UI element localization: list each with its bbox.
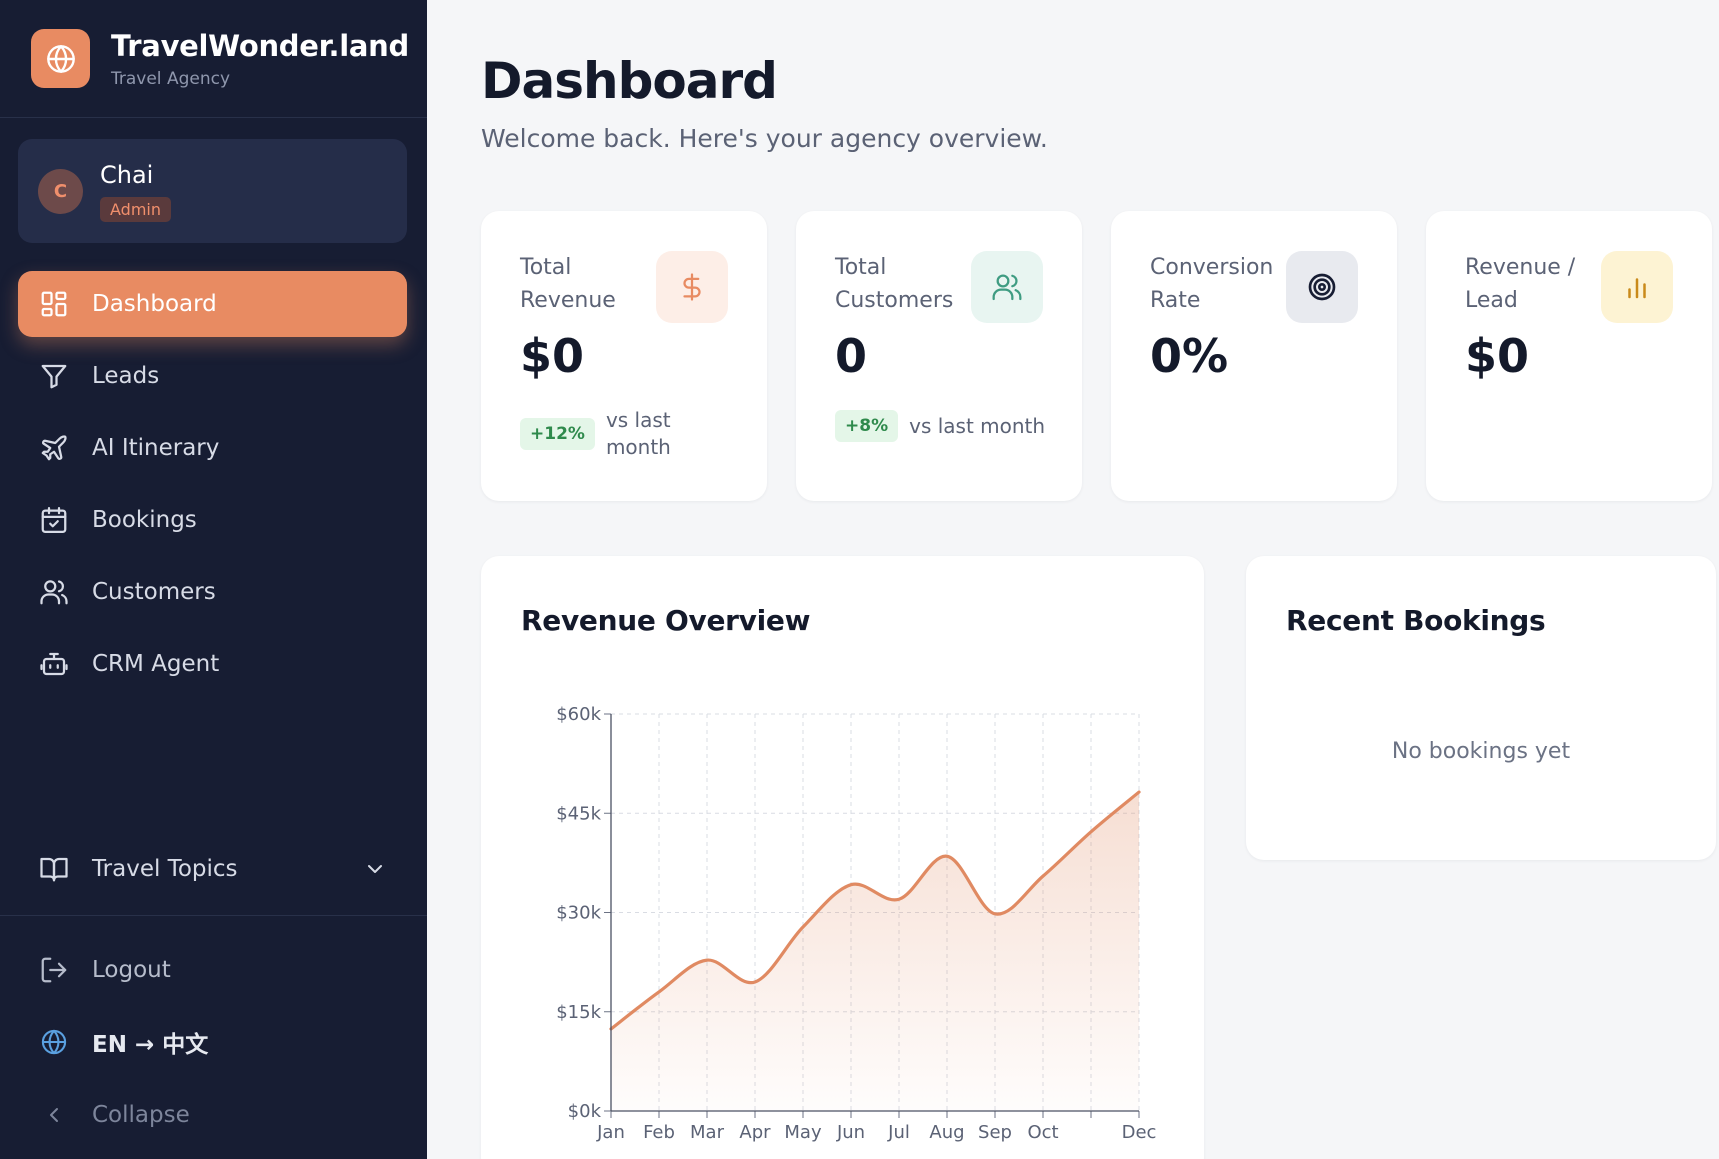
- stat-label: Conversion Rate: [1150, 255, 1274, 313]
- sidebar-item-label: AI Itinerary: [92, 435, 220, 461]
- x-tick-label: Jan: [596, 1122, 625, 1143]
- y-tick-label: $15k: [556, 1002, 601, 1023]
- sidebar-nav: Dashboard Leads AI Itinerary: [18, 271, 407, 703]
- globe-icon: [31, 29, 90, 88]
- sidebar-item-ai-itinerary[interactable]: AI Itinerary: [18, 415, 407, 481]
- trend-text: vs last month: [909, 413, 1046, 438]
- x-tick-label: Apr: [739, 1122, 771, 1143]
- trend: +12% vs last month: [520, 407, 696, 461]
- calendar-check-icon: [38, 504, 70, 536]
- sidebar-item-label: Bookings: [92, 507, 197, 533]
- page-subtitle: Welcome back. Here's your agency overvie…: [481, 124, 1048, 153]
- plane-icon: [38, 432, 70, 464]
- funnel-icon: [38, 360, 70, 392]
- stat-value: 0: [835, 329, 868, 383]
- x-tick-label: May: [784, 1122, 822, 1143]
- stat-card-conversion-rate: Conversion Rate 0%: [1111, 211, 1397, 501]
- main-content: Dashboard Welcome back. Here's your agen…: [427, 0, 1719, 1159]
- role-badge: Admin: [100, 196, 171, 222]
- page-title: Dashboard: [481, 52, 778, 110]
- panel-title: Revenue Overview: [521, 604, 811, 637]
- sidebar-item-label: Leads: [92, 363, 160, 389]
- stat-value: $0: [1465, 329, 1530, 383]
- series-line: [609, 790, 1141, 1031]
- sidebar-item-crm-agent[interactable]: CRM Agent: [18, 631, 407, 697]
- sidebar-item-label: Dashboard: [92, 291, 217, 317]
- trend-badge: +8%: [835, 410, 899, 442]
- x-tick-label: Oct: [1027, 1122, 1058, 1143]
- users-icon: [38, 576, 70, 608]
- logout-label: Logout: [92, 957, 171, 983]
- grid-icon: [38, 288, 70, 320]
- stat-card-revenue-per-lead: Revenue / Lead $0: [1426, 211, 1712, 501]
- brand-subtitle: Travel Agency: [111, 68, 230, 89]
- stat-label: Revenue / Lead: [1465, 255, 1576, 313]
- revenue-overview-panel: Revenue Overview $0k $15k $30k $45k $60k Jan F…: [481, 556, 1204, 1159]
- sidebar-item-leads[interactable]: Leads: [18, 343, 407, 409]
- x-tick-label: Jul: [887, 1122, 910, 1143]
- user-name: Chai: [100, 160, 154, 189]
- x-tick-label: Jun: [836, 1122, 865, 1143]
- x-tick-label: Aug: [929, 1122, 964, 1143]
- logout-icon: [38, 954, 70, 986]
- book-icon: [38, 853, 70, 885]
- bar-chart-icon: [1601, 251, 1673, 323]
- y-tick-label: $60k: [556, 704, 601, 725]
- bot-icon: [38, 648, 70, 680]
- travel-topics-label: Travel Topics: [92, 856, 238, 882]
- trend: +8% vs last month: [835, 410, 1045, 442]
- panel-title: Recent Bookings: [1286, 604, 1546, 637]
- sidebar-item-dashboard[interactable]: Dashboard: [18, 271, 407, 337]
- logout-button[interactable]: Logout: [18, 940, 407, 1000]
- stat-card-total-customers: Total Customers 0 +8% vs last month: [796, 211, 1082, 501]
- series-area: [611, 792, 1139, 1111]
- chevron-down-icon: [363, 857, 387, 887]
- sidebar-item-label: CRM Agent: [92, 651, 220, 677]
- trend-text: vs last month: [605, 408, 671, 459]
- sidebar-item-bookings[interactable]: Bookings: [18, 487, 407, 553]
- avatar: C: [38, 168, 83, 214]
- revenue-chart: $0k $15k $30k $45k $60k Jan Feb Mar Apr May Jun Jul…: [556, 704, 1157, 1143]
- travel-topics-toggle[interactable]: Travel Topics: [18, 836, 407, 902]
- language-toggle[interactable]: EN → 中文: [18, 1012, 407, 1072]
- recent-bookings-panel: Recent Bookings No bookings yet: [1246, 556, 1716, 860]
- stat-value: 0%: [1150, 329, 1229, 383]
- sidebar-divider: [0, 915, 427, 916]
- sidebar-item-label: Customers: [92, 579, 216, 605]
- x-tick-label: Dec: [1122, 1122, 1157, 1143]
- trend-badge: +12%: [520, 418, 595, 450]
- globe-icon: [38, 1026, 70, 1058]
- brand-header: TravelWonder.land Travel Agency: [0, 0, 427, 118]
- collapse-button[interactable]: Collapse: [18, 1085, 407, 1145]
- y-tick-label: $0k: [568, 1101, 602, 1122]
- y-tick-label: $45k: [556, 803, 601, 824]
- user-card[interactable]: C Chai Admin: [18, 139, 407, 243]
- stat-value: $0: [520, 329, 585, 383]
- x-tick-label: Sep: [978, 1122, 1012, 1143]
- stat-label: Total Customers: [835, 255, 954, 313]
- empty-state-text: No bookings yet: [1391, 739, 1571, 764]
- dollar-icon: [656, 251, 728, 323]
- stat-card-total-revenue: Total Revenue $0 +12% vs last month: [481, 211, 767, 501]
- collapse-label: Collapse: [92, 1102, 190, 1128]
- stat-label: Total Revenue: [520, 255, 616, 313]
- language-label: EN → 中文: [92, 1032, 209, 1058]
- sidebar-item-customers[interactable]: Customers: [18, 559, 407, 625]
- chevron-left-icon: [38, 1099, 70, 1131]
- x-tick-label: Feb: [643, 1122, 675, 1143]
- y-tick-label: $30k: [556, 903, 601, 924]
- users-icon: [971, 251, 1043, 323]
- x-tick-label: Mar: [690, 1122, 725, 1143]
- sidebar: TravelWonder.land Travel Agency C Chai A…: [0, 0, 427, 1159]
- brand-name: TravelWonder.land: [111, 28, 409, 63]
- target-icon: [1286, 251, 1358, 323]
